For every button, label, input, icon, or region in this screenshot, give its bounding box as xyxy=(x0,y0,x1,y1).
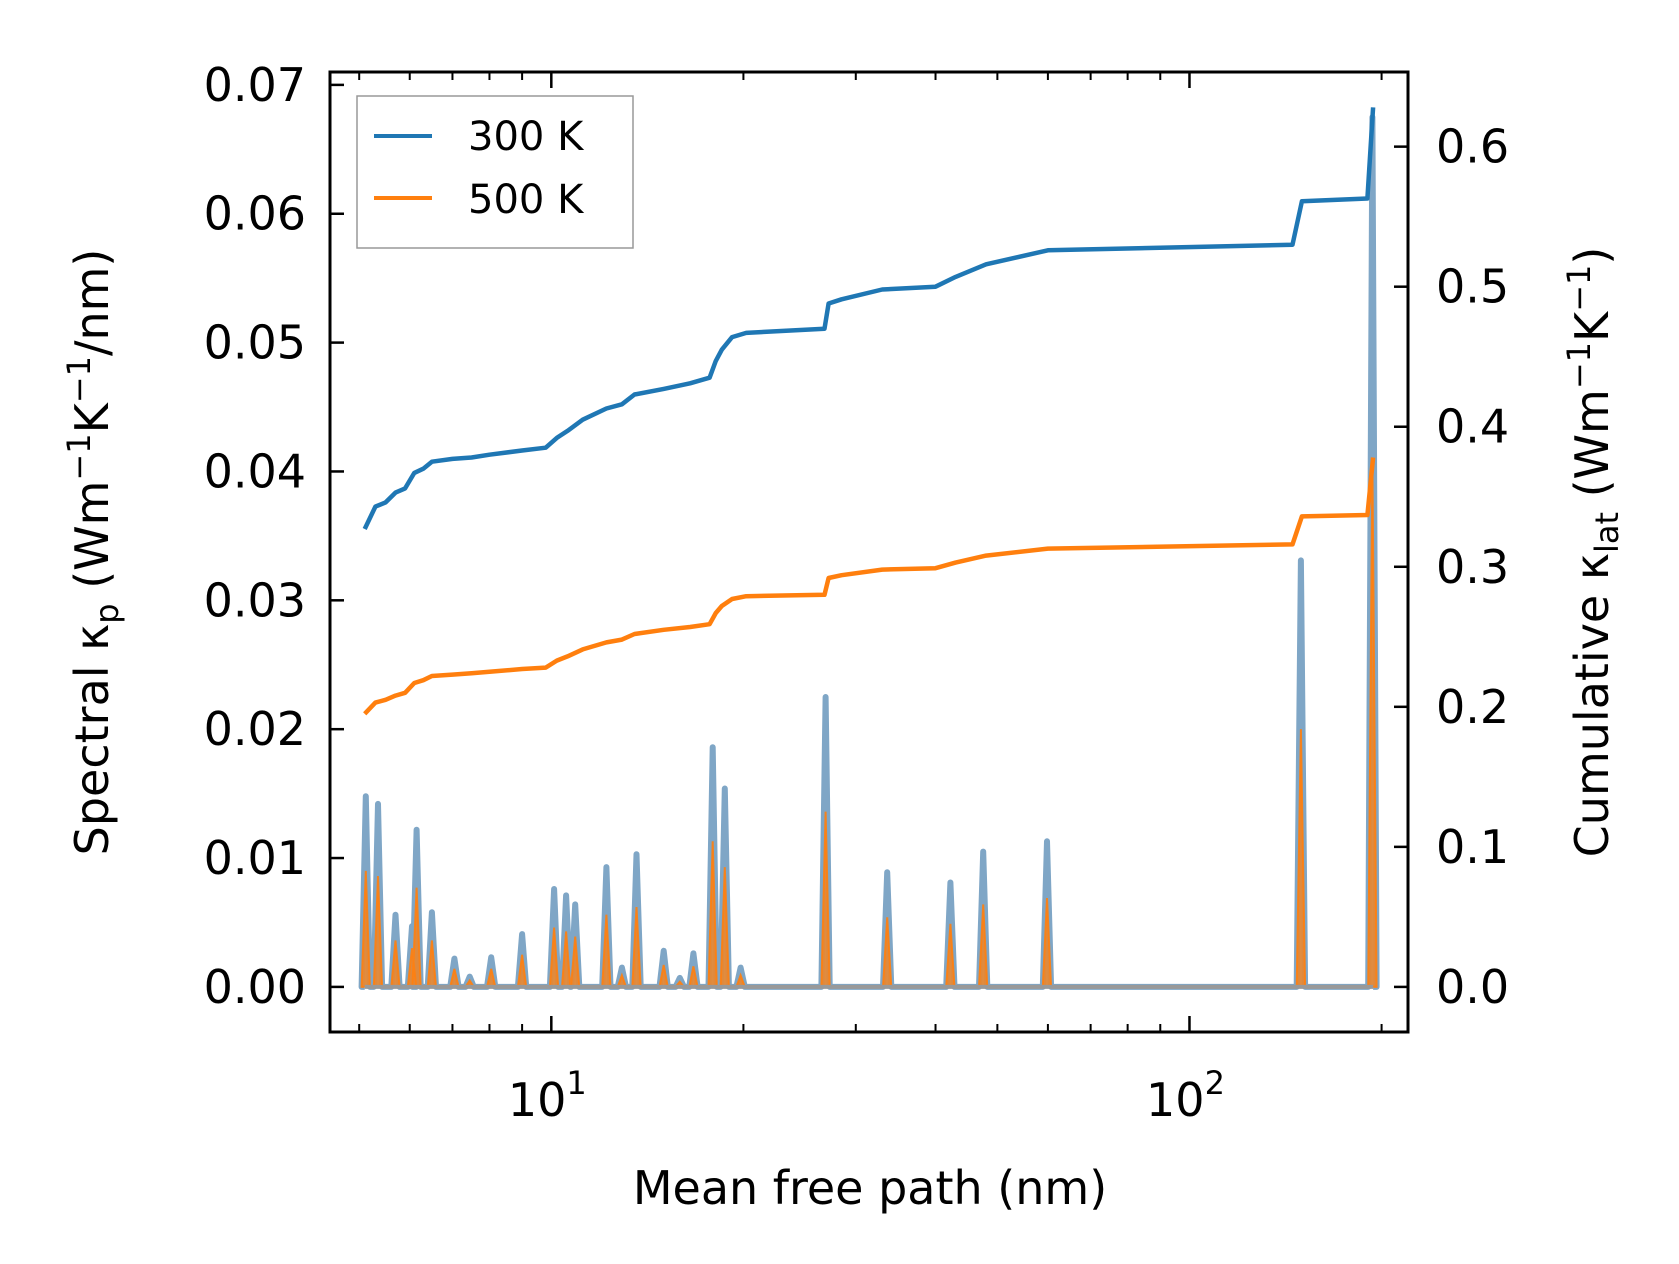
x-tick-label-base: 10 xyxy=(1146,1073,1205,1127)
right-axis-label-sup2: −1 xyxy=(1560,265,1598,312)
right-y-tick-label: 0.3 xyxy=(1436,540,1509,594)
left-axis-label-main: Spectral κ xyxy=(65,624,119,856)
right-y-tick-label: 0.5 xyxy=(1436,260,1509,314)
right-y-tick-label: 0.1 xyxy=(1436,820,1509,874)
right-axis-label-end: ) xyxy=(1565,247,1619,265)
right-axis-label-sup1: −1 xyxy=(1560,342,1598,389)
left-axis-label: Spectral κp (Wm−1K−1/nm) xyxy=(60,249,126,856)
x-tick-label-exp: 2 xyxy=(1205,1064,1225,1102)
left-y-tick-label: 0.03 xyxy=(204,573,306,627)
right-y-tick-label: 0.2 xyxy=(1436,680,1509,734)
left-y-tick-label: 0.01 xyxy=(204,831,306,885)
x-tick-label: 102 xyxy=(1146,1064,1225,1127)
x-axis-label: Mean free path (nm) xyxy=(633,1161,1107,1215)
left-axis-label-sub: p xyxy=(88,603,126,623)
left-axis-label-k: K xyxy=(65,401,119,433)
x-tick-label: 101 xyxy=(508,1064,587,1127)
left-axis-label-sup2: −1 xyxy=(60,356,98,403)
left-y-tick-label: 0.02 xyxy=(204,702,306,756)
right-y-tick-label: 0.6 xyxy=(1436,120,1509,174)
left-y-tick-label: 0.00 xyxy=(204,960,306,1014)
x-tick-label-exp: 1 xyxy=(566,1064,586,1102)
plot-area xyxy=(358,107,1380,990)
legend: 300 K 500 K xyxy=(356,95,634,249)
left-axis-label-sup1: −1 xyxy=(60,433,98,480)
left-y-tick-label: 0.07 xyxy=(204,58,306,112)
cumulative-300k-line xyxy=(362,107,1376,530)
legend-label-500k: 500 K xyxy=(468,177,585,223)
right-axis-label-main: Cumulative κ xyxy=(1565,553,1619,857)
left-y-tick-label: 0.06 xyxy=(204,187,306,241)
x-tick-label-base: 10 xyxy=(508,1073,567,1127)
legend-label-300k: 300 K xyxy=(468,114,585,160)
left-axis-label-end: /nm) xyxy=(65,249,119,356)
right-axis-label-k: K xyxy=(1565,310,1619,342)
right-axis-label-sub: lat xyxy=(1588,512,1626,553)
right-axis-label: Cumulative κlat (Wm−1K−1) xyxy=(1560,247,1626,858)
right-y-tick-label: 0.4 xyxy=(1436,400,1509,454)
left-axis-label-unit: (Wm xyxy=(65,481,119,604)
legend-box xyxy=(356,95,634,249)
left-y-tick-label: 0.04 xyxy=(204,444,306,498)
right-axis-label-unit: (Wm xyxy=(1565,389,1619,512)
left-y-tick-label: 0.05 xyxy=(204,316,306,370)
spectral-500k-area xyxy=(360,458,1378,988)
cumulative-500k-line xyxy=(363,457,1376,716)
tick-group: 0.00 0.01 0.02 0.03 0.04 0.05 0.06 0.07 0.0 0.1 0.… xyxy=(204,58,1510,1127)
plot-frame xyxy=(328,70,1410,1034)
right-y-tick-label: 0.0 xyxy=(1436,960,1509,1014)
